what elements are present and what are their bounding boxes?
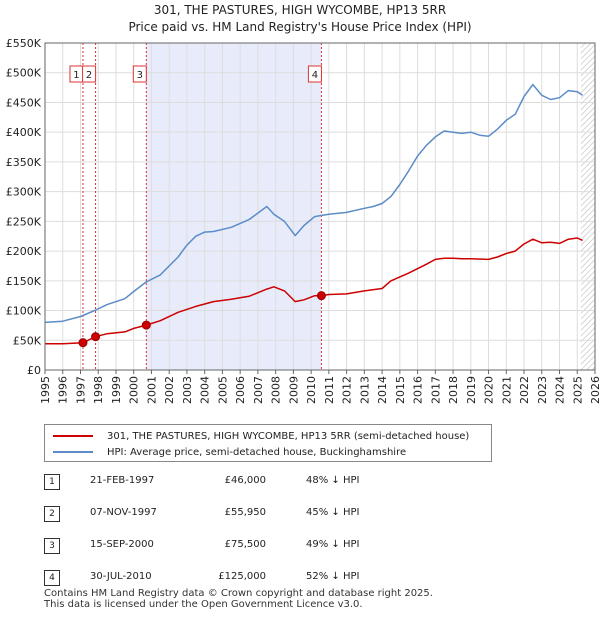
x-tick-label: 1999 <box>110 376 123 404</box>
legend-label-hpi: HPI: Average price, semi-detached house,… <box>107 446 407 458</box>
sale-date: 07-NOV-1997 <box>90 507 157 518</box>
chart-title-line2: Price paid vs. HM Land Registry's House … <box>128 20 471 34</box>
x-tick-label: 2024 <box>554 376 567 404</box>
forecast-hatch <box>580 43 595 370</box>
sale-box <box>82 65 97 83</box>
legend-item-property: 301, THE PASTURES, HIGH WYCOMBE, HP13 5R… <box>53 428 469 444</box>
x-tick-label: 2011 <box>323 376 336 404</box>
sale-hpi-diff: 52% ↓ HPI <box>306 571 360 582</box>
x-tick-label: 2022 <box>518 376 531 404</box>
x-tick-label: 2001 <box>145 376 158 404</box>
x-tick-label: 2002 <box>163 376 176 404</box>
sale-box-label: 4 <box>312 70 318 81</box>
y-tick-label: £350K <box>6 156 42 169</box>
x-tick-label: 2005 <box>216 376 229 404</box>
legend-item-hpi: HPI: Average price, semi-detached house,… <box>53 444 406 460</box>
sale-marker-label: 2 <box>44 506 60 522</box>
sale-marker-label: 1 <box>44 474 60 490</box>
x-tick-label: 1998 <box>92 376 105 404</box>
x-tick-label: 2025 <box>571 376 584 404</box>
sale-date: 30-JUL-2010 <box>90 571 152 582</box>
series-line-hpi <box>44 83 584 324</box>
y-tick-label: £300K <box>6 186 42 199</box>
x-tick-label: 2021 <box>500 376 513 404</box>
x-tick-label: 2006 <box>234 376 247 404</box>
y-tick-label: £400K <box>6 126 42 139</box>
legend: 301, THE PASTURES, HIGH WYCOMBE, HP13 5R… <box>44 424 492 462</box>
sale-box <box>307 65 322 83</box>
footer-line1: Contains HM Land Registry data © Crown c… <box>44 588 433 599</box>
x-tick-label: 1997 <box>74 376 87 404</box>
legend-label-property: 301, THE PASTURES, HIGH WYCOMBE, HP13 5R… <box>107 430 470 442</box>
x-tick-label: 1996 <box>57 376 70 404</box>
legend-swatch-property <box>53 435 93 437</box>
chart-title-line1: 301, THE PASTURES, HIGH WYCOMBE, HP13 5R… <box>154 3 446 17</box>
x-tick-label: 2012 <box>341 376 354 404</box>
y-tick-label: £550K <box>6 37 42 50</box>
sale-box-label: 1 <box>73 70 79 81</box>
table-row: 3 15-SEP-2000 £75,500 49% ↓ HPI <box>44 538 464 554</box>
x-tick-label: 2016 <box>412 376 425 404</box>
sale-point <box>316 291 326 301</box>
sale-point <box>91 332 101 342</box>
sale-marker-label: 4 <box>44 570 60 586</box>
x-tick-label: 2004 <box>199 376 212 404</box>
sale-price: £75,500 <box>224 539 266 550</box>
x-tick-label: 1995 <box>39 376 52 404</box>
sale-hpi-diff: 45% ↓ HPI <box>306 507 360 518</box>
sale-date: 21-FEB-1997 <box>90 475 155 486</box>
sale-price: £46,000 <box>224 475 266 486</box>
sale-marker-label: 3 <box>44 538 60 554</box>
x-tick-label: 2026 <box>589 376 600 404</box>
x-tick-label: 2008 <box>270 376 283 404</box>
table-row: 1 21-FEB-1997 £46,000 48% ↓ HPI <box>44 474 464 490</box>
y-tick-label: £200K <box>6 245 42 258</box>
shaded-period <box>146 43 322 370</box>
x-tick-label: 2014 <box>376 376 389 404</box>
sale-point <box>141 320 151 330</box>
y-tick-label: £150K <box>6 275 42 288</box>
x-tick-label: 2023 <box>536 376 549 404</box>
footer-line2: This data is licensed under the Open Gov… <box>44 599 363 610</box>
plot-area: 1 2 3 4 £0 £50K £100K £150K £200K £250K £300K £350K… <box>6 37 600 404</box>
sale-box <box>132 65 147 83</box>
table-row: 2 07-NOV-1997 £55,950 45% ↓ HPI <box>44 506 464 522</box>
sale-price: £55,950 <box>224 507 266 518</box>
x-tick-label: 2010 <box>305 376 318 404</box>
y-tick-label: £450K <box>6 96 42 109</box>
y-tick-label: £250K <box>6 215 42 228</box>
legend-swatch-hpi <box>53 451 93 453</box>
sale-point <box>78 338 88 348</box>
x-tick-label: 2015 <box>394 376 407 404</box>
x-tick-label: 2019 <box>465 376 478 404</box>
x-tick-label: 2009 <box>287 376 300 404</box>
x-tick-label: 2013 <box>358 376 371 404</box>
plot-frame <box>44 42 596 371</box>
sale-box-label: 3 <box>137 70 143 81</box>
sale-hpi-diff: 48% ↓ HPI <box>306 475 360 486</box>
footer: Contains HM Land Registry data © Crown c… <box>44 588 433 610</box>
x-tick-label: 2007 <box>252 376 265 404</box>
x-tick-label: 2018 <box>447 376 460 404</box>
x-tick-label: 2020 <box>483 376 496 404</box>
series-line-property <box>45 237 583 345</box>
y-tick-label: £100K <box>6 305 42 318</box>
sale-price: £125,000 <box>218 571 266 582</box>
y-tick-label: £0 <box>27 364 41 377</box>
sale-hpi-diff: 49% ↓ HPI <box>306 539 360 550</box>
y-tick-label: £50K <box>13 334 42 347</box>
sale-box-label: 2 <box>86 70 92 81</box>
x-tick-label: 2003 <box>181 376 194 404</box>
table-row: 4 30-JUL-2010 £125,000 52% ↓ HPI <box>44 570 464 586</box>
sale-date: 15-SEP-2000 <box>90 539 154 550</box>
y-tick-label: £500K <box>6 67 42 80</box>
price-chart: 301, THE PASTURES, HIGH WYCOMBE, HP13 5R… <box>6 3 600 404</box>
x-tick-label: 2000 <box>128 376 141 404</box>
x-tick-label: 2017 <box>429 376 442 404</box>
